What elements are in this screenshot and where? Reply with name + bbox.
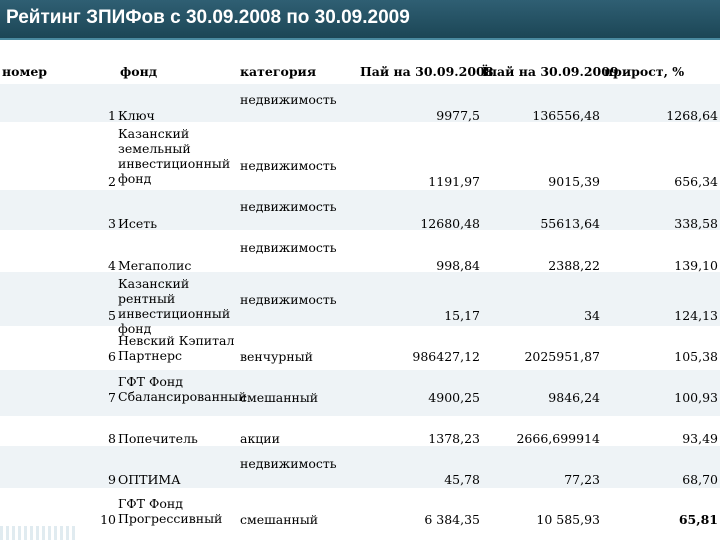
- row-pai-2008: 998,84: [436, 258, 480, 273]
- row-pai-2008: 45,78: [444, 472, 480, 487]
- header-kategoriya: категория: [240, 64, 317, 79]
- row-pai-2009: 2388,22: [548, 258, 600, 273]
- row-pai-2008: 1378,23: [428, 431, 480, 446]
- row-pai-2008: 9977,5: [436, 108, 480, 123]
- row-fund: Исеть: [118, 216, 158, 231]
- row-pai-2009: 2025951,87: [524, 349, 600, 364]
- title-bar: Рейтинг ЗПИФов с 30.09.2008 по 30.09.200…: [0, 0, 720, 40]
- row-number: 9: [108, 472, 116, 487]
- row-number: 3: [108, 216, 116, 231]
- row-category: недвижимость: [240, 240, 337, 255]
- row-category: акции: [240, 431, 280, 446]
- row-category: недвижимость: [240, 456, 337, 471]
- row-band: [0, 272, 720, 326]
- row-fund: ГФТ Фонд Прогрессивный: [118, 496, 223, 526]
- row-category: недвижимость: [240, 199, 337, 214]
- row-pai-2008: 1191,97: [428, 174, 480, 189]
- row-pai-2009: 2666,699914: [516, 431, 600, 446]
- row-growth: 100,93: [674, 390, 718, 405]
- row-growth: 338,58: [674, 216, 718, 231]
- row-pai-2009: 34: [584, 308, 600, 323]
- page-title: Рейтинг ЗПИФов с 30.09.2008 по 30.09.200…: [6, 7, 410, 28]
- row-growth: 139,10: [674, 258, 718, 273]
- row-growth: 656,34: [674, 174, 718, 189]
- decorative-pattern: [0, 526, 78, 540]
- row-fund: Невский Кэпитал Партнерс: [118, 333, 235, 363]
- row-fund: Попечитель: [118, 431, 198, 446]
- row-pai-2009: 10 585,93: [536, 512, 600, 527]
- row-growth: 93,49: [682, 431, 718, 446]
- header-nomer: номер: [2, 64, 48, 79]
- row-growth: 105,38: [674, 349, 718, 364]
- row-number: 4: [108, 258, 116, 273]
- row-fund: Мегаполис: [118, 258, 192, 273]
- row-fund: Казанский рентный инвестиционный фонд: [118, 276, 231, 336]
- row-number: 1: [108, 108, 116, 123]
- row-band: [0, 370, 720, 416]
- row-pai-2009: 9015,39: [548, 174, 600, 189]
- row-pai-2008: 12680,48: [420, 216, 480, 231]
- row-pai-2008: 6 384,35: [424, 512, 480, 527]
- row-pai-2009: 136556,48: [532, 108, 600, 123]
- row-category: недвижимость: [240, 158, 337, 173]
- row-pai-2009: 55613,64: [540, 216, 600, 231]
- header-pai-2009: Ïпай на 30.09.2009: [482, 64, 619, 79]
- row-growth: 68,70: [682, 472, 718, 487]
- row-band: [0, 190, 720, 230]
- row-fund: Казанский земельный инвестиционный фонд: [118, 126, 231, 186]
- row-number: 8: [108, 431, 116, 446]
- row-number: 2: [108, 174, 116, 189]
- row-fund: Ключ: [118, 108, 155, 123]
- row-fund: ОПТИМА: [118, 472, 181, 487]
- row-pai-2009: 77,23: [564, 472, 600, 487]
- row-band: [0, 84, 720, 122]
- row-pai-2009: 9846,24: [548, 390, 600, 405]
- header-pai-2008: Пай на 30.09.2008: [360, 64, 494, 79]
- row-category: смешанный: [240, 390, 319, 405]
- row-growth: 1268,64: [666, 108, 718, 123]
- row-number: 5: [108, 308, 116, 323]
- row-pai-2008: 4900,25: [428, 390, 480, 405]
- row-number: 10: [100, 512, 116, 527]
- row-category: недвижимость: [240, 292, 337, 307]
- row-number: 7: [108, 390, 116, 405]
- row-category: недвижимость: [240, 92, 337, 107]
- row-category: смешанный: [240, 512, 319, 527]
- row-number: 6: [108, 349, 116, 364]
- row-growth: 65,81: [678, 512, 718, 527]
- row-category: венчурный: [240, 349, 313, 364]
- row-band: [0, 446, 720, 488]
- header-fond: фонд: [120, 64, 158, 79]
- row-fund: ГФТ Фонд Сбалансированный: [118, 374, 247, 404]
- row-growth: 124,13: [674, 308, 718, 323]
- header-prirost: прирост, %: [604, 64, 685, 79]
- row-pai-2008: 986427,12: [412, 349, 480, 364]
- row-pai-2008: 15,17: [444, 308, 480, 323]
